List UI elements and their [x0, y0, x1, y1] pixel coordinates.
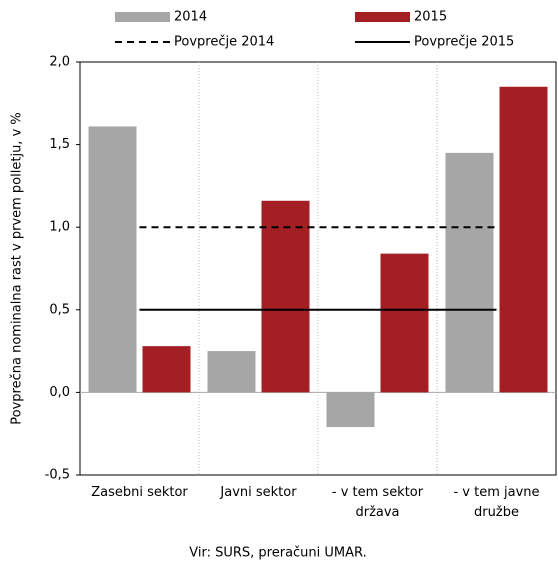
source-note: Vir: SURS, preračuni UMAR. — [189, 546, 366, 561]
y-tick-label: 0,5 — [49, 302, 70, 317]
x-tick-label: Javni sektor — [219, 485, 297, 500]
y-tick-label: -0,5 — [45, 468, 70, 483]
bar — [380, 253, 429, 393]
bar — [88, 126, 137, 393]
legend-swatch — [355, 12, 410, 22]
y-tick-label: 2,0 — [49, 55, 70, 70]
x-tick-label: - v tem sektor država — [332, 485, 424, 520]
x-tick-label: - v tem javne družbe — [453, 485, 539, 520]
bar — [261, 200, 310, 393]
bar — [499, 86, 548, 393]
y-tick-label: 0,0 — [49, 385, 70, 400]
y-tick-label: 1,5 — [49, 137, 70, 152]
bar — [326, 392, 375, 428]
bar — [445, 152, 494, 393]
x-tick-label: Zasebni sektor — [91, 485, 188, 500]
y-tick-label: 1,0 — [49, 220, 70, 235]
y-axis-label: Povprečna nominalna rast v prvem polletj… — [10, 112, 25, 424]
legend-label: Povprečje 2014 — [174, 35, 274, 50]
legend-swatch — [115, 12, 170, 22]
legend-label: 2015 — [414, 10, 447, 25]
bar — [207, 351, 256, 393]
legend-label: 2014 — [174, 10, 207, 25]
legend-label: Povprečje 2015 — [414, 35, 514, 50]
bar — [142, 346, 191, 393]
